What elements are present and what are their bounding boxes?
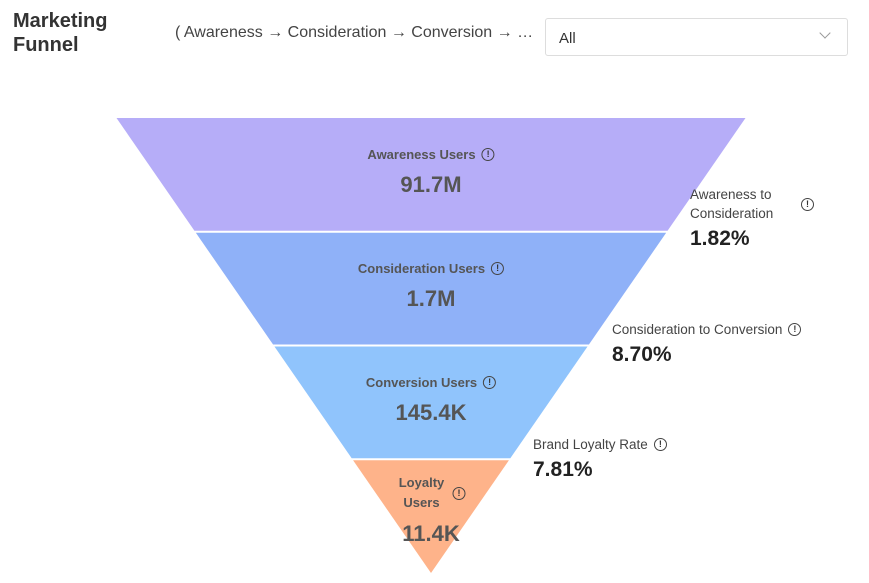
conversion-rate: Brand Loyalty Rate! 7.81% [533,435,667,482]
rate-value: 8.70% [612,343,672,366]
rate-value: 1.82% [690,227,750,250]
conversion-rate: Awareness to Consideration! 1.82% [690,185,814,251]
stage-value: 91.7M [400,172,462,197]
filter-select[interactable]: All [545,18,848,56]
funnel-stage-1[interactable] [195,232,667,345]
funnel-stage-3[interactable] [353,460,509,573]
info-icon[interactable]: ! [452,486,466,500]
funnel-stage-2[interactable] [274,346,588,459]
stage-name: Loyalty Users [398,475,445,511]
stage-value: 11.4K [402,521,460,547]
conversion-rate: Consideration to Conversion! 8.70% [612,320,802,367]
stage-name: Consideration Users [357,261,486,277]
stage-label: Consideration Users! 1.7M [357,260,505,312]
info-icon[interactable]: ! [491,262,505,276]
info-icon[interactable]: ! [801,197,814,211]
rate-value: 7.81% [533,458,593,481]
stage-label: Loyalty Users! 11.4K [397,473,466,547]
info-icon[interactable]: ! [481,148,495,162]
stage-label: Conversion Users! 145.4K [365,374,497,426]
filter-value: All [559,30,576,47]
page-title: Marketing Funnel [13,10,108,56]
stage-value: 145.4K [395,399,467,425]
stage-name: Conversion Users [365,374,478,390]
funnel-stage-0[interactable] [116,118,746,231]
info-icon[interactable]: ! [653,438,667,451]
rate-name: Awareness to Consideration [690,187,774,221]
rate-name: Consideration to Conversion [612,322,783,337]
stage-value: 1.7M [406,285,456,311]
info-icon[interactable]: ! [788,323,802,336]
info-icon[interactable]: ! [483,375,497,389]
stage-name: Awareness Users [367,147,476,163]
rate-name: Brand Loyalty Rate [533,437,648,452]
stage-label: Awareness Users! 91.7M [367,146,495,198]
